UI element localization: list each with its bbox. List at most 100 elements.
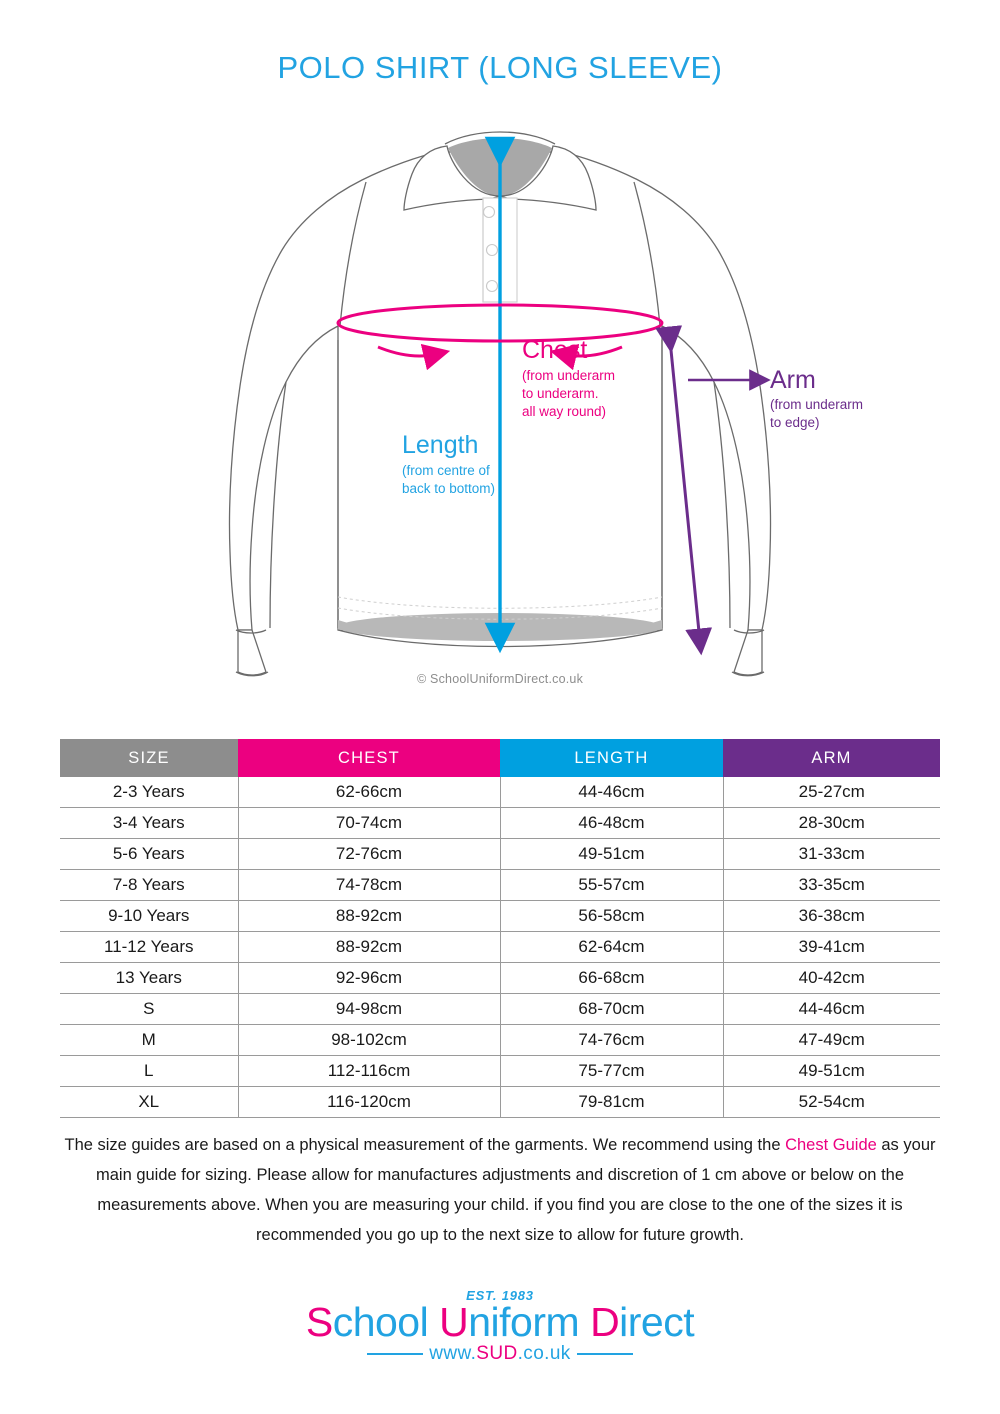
cell-arm: 36-38cm — [723, 900, 940, 932]
cell-chest: 98-102cm — [238, 1024, 501, 1056]
collar — [403, 145, 597, 211]
cell-chest: 74-78cm — [238, 869, 501, 901]
cell-size: L — [60, 1055, 239, 1087]
logo-established: EST. 1983 — [466, 1288, 534, 1303]
cell-arm: 52-54cm — [723, 1086, 940, 1118]
note-part-1: The size guides are based on a physical … — [64, 1136, 786, 1154]
table-row: 5-6 Years 72-76cm 49-51cm 31-33cm — [60, 838, 940, 870]
cell-size: 11-12 Years — [60, 931, 239, 963]
size-table-wrapper: SIZE CHEST LENGTH ARM 2-3 Years 62-66cm 44… — [60, 739, 940, 1118]
page-title: POLO SHIRT (LONG SLEEVE) — [277, 50, 723, 85]
logo-direct-rest: irect — [619, 1299, 695, 1345]
cell-arm: 44-46cm — [723, 993, 940, 1025]
logo-school-rest: chool — [332, 1299, 429, 1345]
logo-dash-right — [576, 1352, 633, 1356]
column-header-size: SIZE — [60, 739, 238, 777]
cell-length: 44-46cm — [500, 777, 724, 808]
cell-size: 3-4 Years — [60, 807, 239, 839]
arm-sub-1: (from underarm — [770, 397, 863, 412]
cell-size: 9-10 Years — [60, 900, 239, 932]
table-row: L 112-116cm 75-77cm 49-51cm — [60, 1055, 940, 1087]
chest-label: Chest — [522, 336, 587, 364]
cell-length: 62-64cm — [500, 931, 724, 963]
size-table: SIZE CHEST LENGTH ARM 2-3 Years 62-66cm 44… — [60, 739, 940, 1118]
note-part-2: as your main guide for sizing. Please al… — [95, 1136, 936, 1244]
logo-url-prefix: www. — [429, 1343, 477, 1364]
chest-sub-3: all way round) — [522, 404, 606, 419]
cell-arm: 49-51cm — [723, 1055, 940, 1087]
chest-annotation: Chest (from underarm to underarm. all wa… — [522, 336, 615, 419]
table-row: 3-4 Years 70-74cm 46-48cm 28-30cm — [60, 807, 940, 839]
arm-arrow — [655, 325, 771, 656]
cell-size: S — [60, 993, 239, 1025]
logo-wordmark: School Uniform Direct — [0, 1299, 1000, 1345]
cell-length: 68-70cm — [500, 993, 724, 1025]
cell-length: 66-68cm — [500, 962, 724, 994]
brand-logo[interactable]: EST. 1983 School Uniform Direct www.SUD.… — [0, 1288, 1000, 1365]
logo-direct-d: D — [590, 1299, 620, 1345]
cell-size: M — [60, 1024, 239, 1056]
cell-chest: 88-92cm — [238, 931, 501, 963]
table-row: 7-8 Years 74-78cm 55-57cm 33-35cm — [60, 869, 940, 901]
cell-chest: 70-74cm — [238, 807, 501, 839]
chest-sub-2: to underarm. — [522, 386, 599, 401]
cell-size: 2-3 Years — [60, 777, 239, 808]
column-header-length: LENGTH — [500, 739, 723, 777]
table-row: 2-3 Years 62-66cm 44-46cm 25-27cm — [60, 777, 940, 808]
logo-url-row[interactable]: www.SUD.co.uk — [0, 1343, 1000, 1365]
table-row: XL 116-120cm 79-81cm 52-54cm — [60, 1086, 940, 1118]
length-sub-1: (from centre of — [402, 463, 490, 478]
cell-arm: 28-30cm — [723, 807, 940, 839]
length-label: Length — [402, 431, 478, 459]
arm-label: Arm — [770, 366, 816, 394]
cell-length: 75-77cm — [500, 1055, 724, 1087]
garment-diagram: Chest (from underarm to underarm. all wa… — [0, 100, 1000, 710]
column-header-chest: CHEST — [238, 739, 500, 777]
length-annotation: Length (from centre of back to bottom) — [402, 431, 495, 496]
arm-sub-2: to edge) — [770, 415, 820, 430]
cell-arm: 33-35cm — [723, 869, 940, 901]
length-sub-2: back to bottom) — [402, 481, 495, 496]
cell-length: 56-58cm — [500, 900, 724, 932]
sizing-note: The size guides are based on a physical … — [62, 1130, 938, 1250]
cell-length: 74-76cm — [500, 1024, 724, 1056]
note-highlight: Chest Guide — [785, 1136, 877, 1154]
cell-chest: 116-120cm — [238, 1086, 501, 1118]
chest-ellipse — [336, 303, 664, 371]
cell-length: 79-81cm — [500, 1086, 724, 1118]
table-row: S 94-98cm 68-70cm 44-46cm — [60, 993, 940, 1025]
cell-chest: 72-76cm — [238, 838, 501, 870]
cell-size: XL — [60, 1086, 239, 1118]
cell-arm: 39-41cm — [723, 931, 940, 963]
cell-chest: 62-66cm — [238, 777, 501, 808]
cell-arm: 40-42cm — [723, 962, 940, 994]
cell-size: 13 Years — [60, 962, 239, 994]
cell-arm: 47-49cm — [723, 1024, 940, 1056]
table-row: 9-10 Years 88-92cm 56-58cm 36-38cm — [60, 900, 940, 932]
arm-annotation: Arm (from underarm to edge) — [770, 366, 863, 430]
cell-chest: 88-92cm — [238, 900, 501, 932]
cell-size: 7-8 Years — [60, 869, 239, 901]
chest-sub-1: (from underarm — [522, 368, 615, 383]
copyright-notice: © SchoolUniformDirect.co.uk — [416, 672, 584, 686]
logo-url[interactable]: www.SUD.co.uk — [429, 1343, 570, 1365]
logo-uniform-rest: niform — [468, 1299, 580, 1345]
logo-url-suffix: .co.uk — [517, 1343, 571, 1364]
table-row: 11-12 Years 88-92cm 62-64cm 39-41cm — [60, 931, 940, 963]
cell-chest: 112-116cm — [238, 1055, 501, 1087]
logo-school-s: S — [305, 1299, 333, 1345]
logo-uniform-u: U — [439, 1299, 469, 1345]
cell-chest: 94-98cm — [238, 993, 501, 1025]
cell-length: 49-51cm — [500, 838, 724, 870]
cell-length: 55-57cm — [500, 869, 724, 901]
table-row: M 98-102cm 74-76cm 47-49cm — [60, 1024, 940, 1056]
table-row: 13 Years 92-96cm 66-68cm 40-42cm — [60, 962, 940, 994]
cell-arm: 25-27cm — [723, 777, 940, 808]
table-header-row: SIZE CHEST LENGTH ARM — [60, 739, 940, 777]
logo-dash-left — [367, 1352, 424, 1356]
column-header-arm: ARM — [723, 739, 940, 777]
cell-size: 5-6 Years — [60, 838, 239, 870]
cell-arm: 31-33cm — [723, 838, 940, 870]
cell-chest: 92-96cm — [238, 962, 501, 994]
